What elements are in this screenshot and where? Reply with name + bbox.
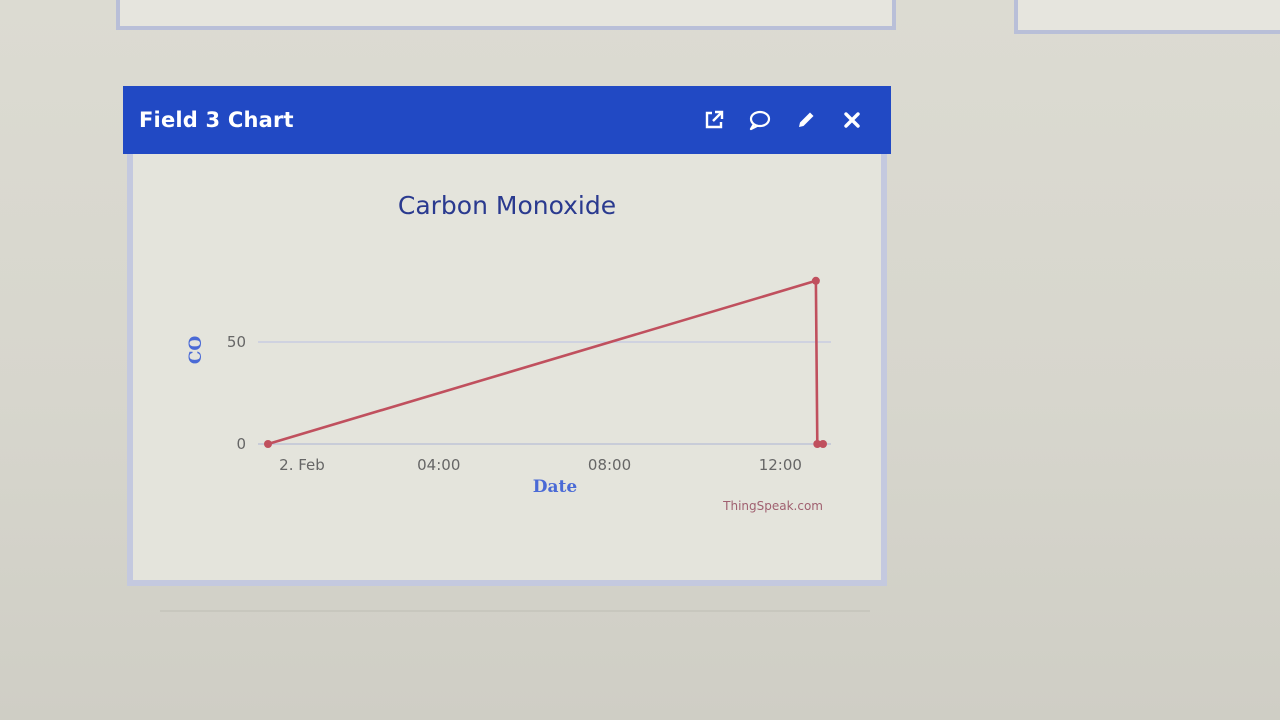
chart: Carbon Monoxide 0 50 2. Feb 04:00 08:00 12:0…	[186, 191, 831, 513]
chart-title: Carbon Monoxide	[398, 191, 616, 220]
y-axis-title: CO	[186, 336, 206, 365]
data-point-0-3[interactable]	[819, 440, 827, 448]
widget-title: Field 3 Chart	[139, 108, 294, 132]
close-button[interactable]	[839, 107, 865, 133]
widget-header: Field 3 Chart	[123, 86, 891, 154]
neighbor-panel-left	[116, 0, 896, 30]
pencil-icon	[799, 112, 814, 127]
widget-body: Carbon Monoxide 0 50 2. Feb 04:00 08:00 12:0…	[127, 154, 887, 586]
y-tick-label-1: 50	[227, 333, 246, 351]
series-line-0	[267, 279, 823, 446]
data-point-0-0[interactable]	[264, 440, 272, 448]
comment-icon	[749, 110, 771, 131]
x-axis-title: Date	[533, 477, 578, 497]
series	[264, 276, 827, 448]
comment-button[interactable]	[747, 107, 773, 133]
x-tick-label-1: 04:00	[417, 456, 460, 474]
y-tick-label-0: 0	[236, 435, 246, 453]
header-actions	[701, 107, 865, 133]
x-tick-label-3: 12:00	[759, 456, 802, 474]
neighbor-panel-right	[1014, 0, 1280, 34]
data-point-0-1[interactable]	[811, 276, 820, 285]
x-axis-ticks: 2. Feb 04:00 08:00 12:00	[279, 456, 802, 474]
chart-widget: Field 3 Chart	[123, 86, 891, 586]
grid	[258, 341, 831, 445]
thingspeak-credit-link[interactable]: ThingSpeak.com	[722, 499, 823, 513]
x-tick-label-2: 08:00	[588, 456, 631, 474]
data-point-0-2[interactable]	[813, 440, 822, 448]
edit-button[interactable]	[793, 107, 819, 133]
x-tick-label-0: 2. Feb	[279, 456, 325, 474]
y-axis-ticks: 0 50	[227, 333, 246, 453]
open-external-button[interactable]	[701, 107, 727, 133]
divider	[160, 610, 870, 612]
external-link-icon	[705, 110, 724, 129]
close-icon	[844, 112, 860, 128]
